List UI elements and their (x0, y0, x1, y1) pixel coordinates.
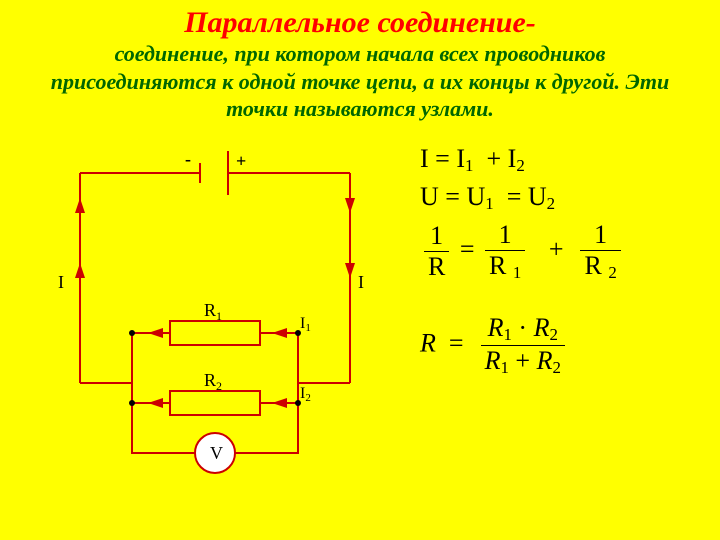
title-sub: соединение, при котором начала всех пров… (0, 40, 720, 123)
circuit-diagram: - + I I R1 R2 I1 I2 V (50, 143, 390, 483)
label-I1: I1 (300, 315, 311, 334)
label-I-right: I (358, 272, 364, 292)
formula-U: U = U1 = U2 (420, 182, 625, 214)
title-main: Параллельное соединение- (184, 6, 536, 39)
label-plus: + (236, 151, 246, 171)
label-minus: - (185, 149, 191, 169)
formula-1R: 1R = 1R 1 + 1R 2 (420, 220, 625, 283)
formula-R: R = R1 · R2 R1 + R2 (420, 313, 625, 378)
label-R2: R2 (204, 370, 222, 393)
label-R1: R1 (204, 300, 222, 323)
label-I2: I2 (300, 385, 311, 404)
content-area: - + I I R1 R2 I1 I2 V I = I1 + I2 U = U1… (0, 123, 720, 540)
label-V: V (210, 443, 223, 463)
formula-I: I = I1 + I2 (420, 144, 625, 176)
label-I-left: I (58, 272, 64, 292)
formula-block: I = I1 + I2 U = U1 = U2 1R = 1R 1 + 1R 2… (420, 138, 625, 385)
